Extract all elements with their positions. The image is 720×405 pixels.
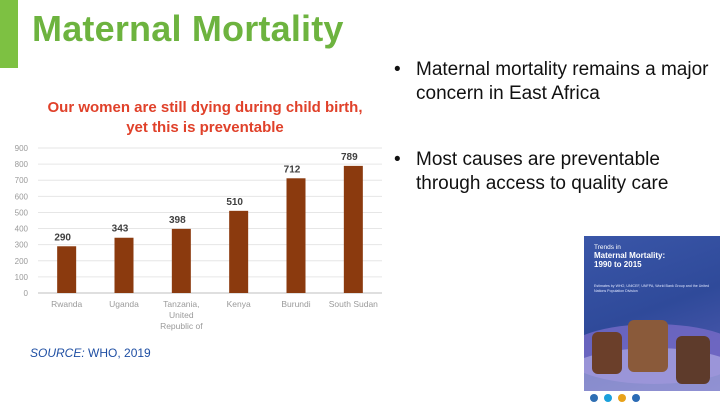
report-cover-image: Trends in Maternal Mortality: 1990 to 20… xyxy=(584,236,720,405)
y-tick-label: 600 xyxy=(15,192,29,201)
data-label: 510 xyxy=(226,197,243,208)
bullet-list: • Maternal mortality remains a major con… xyxy=(394,58,714,238)
bullet-item: • Maternal mortality remains a major con… xyxy=(394,58,714,106)
chart-title-line-1: Our women are still dying during child b… xyxy=(47,99,363,116)
bullet-item: • Most causes are preventable through ac… xyxy=(394,148,714,196)
bar xyxy=(57,246,77,293)
chart-title-line-2: yet this is preventable xyxy=(126,119,284,136)
report-title: Trends in Maternal Mortality: 1990 to 20… xyxy=(594,244,714,270)
source-label: SOURCE: xyxy=(30,346,85,360)
bar xyxy=(171,228,191,293)
logo-icon xyxy=(604,394,612,402)
logo-icon xyxy=(618,394,626,402)
y-tick-label: 800 xyxy=(15,160,29,169)
bullet-text: Maternal mortality remains a major conce… xyxy=(416,59,709,104)
report-title-line-1: Trends in xyxy=(594,244,621,251)
y-tick-label: 400 xyxy=(15,225,29,234)
x-tick-label: South Sudan xyxy=(329,299,378,309)
report-photo xyxy=(628,320,668,372)
bar xyxy=(114,237,134,293)
bar xyxy=(286,178,306,293)
title-accent-bar xyxy=(0,0,18,68)
report-photo xyxy=(592,332,622,374)
x-tick-label: Rwanda xyxy=(51,299,82,309)
y-tick-label: 900 xyxy=(15,144,29,153)
y-tick-label: 700 xyxy=(15,176,29,185)
y-tick-label: 0 xyxy=(24,289,29,298)
report-title-line-2: Maternal Mortality: xyxy=(594,251,666,260)
chart-title: Our women are still dying during child b… xyxy=(40,98,370,138)
y-tick-label: 200 xyxy=(15,257,29,266)
y-tick-label: 100 xyxy=(15,273,29,282)
bullet-dot-icon: • xyxy=(394,149,401,170)
data-label: 712 xyxy=(284,164,301,175)
logo-icon xyxy=(590,394,598,402)
logo-icon xyxy=(632,394,640,402)
data-label: 398 xyxy=(169,215,186,226)
y-tick-label: 300 xyxy=(15,241,29,250)
data-label: 290 xyxy=(54,232,71,243)
y-tick-label: 500 xyxy=(15,208,29,217)
x-tick-label: Burundi xyxy=(281,299,310,309)
source-org: WHO, 2019 xyxy=(88,346,151,360)
bullet-text: Most causes are preventable through acce… xyxy=(416,149,669,194)
data-label: 789 xyxy=(341,152,358,163)
report-photo xyxy=(676,336,710,384)
report-title-line-3: 1990 to 2015 xyxy=(594,260,642,269)
bullet-dot-icon: • xyxy=(394,59,401,80)
report-footer xyxy=(584,391,720,405)
x-tick-label: Kenya xyxy=(227,299,251,309)
x-tick-label: Tanzania, United Republic of xyxy=(160,299,203,331)
bar xyxy=(229,210,249,293)
x-tick-label: Uganda xyxy=(109,299,139,309)
slide-title: Maternal Mortality xyxy=(32,8,344,49)
report-subtitle: Estimates by WHO, UNICEF, UNFPA, World B… xyxy=(594,284,710,293)
source-note: SOURCE: WHO, 2019 xyxy=(30,346,151,360)
bar-chart: 0 100 200 300 400 500 600 700 800 900 290 343 398 510… xyxy=(15,144,382,331)
data-label: 343 xyxy=(112,224,129,235)
bar xyxy=(343,165,363,293)
